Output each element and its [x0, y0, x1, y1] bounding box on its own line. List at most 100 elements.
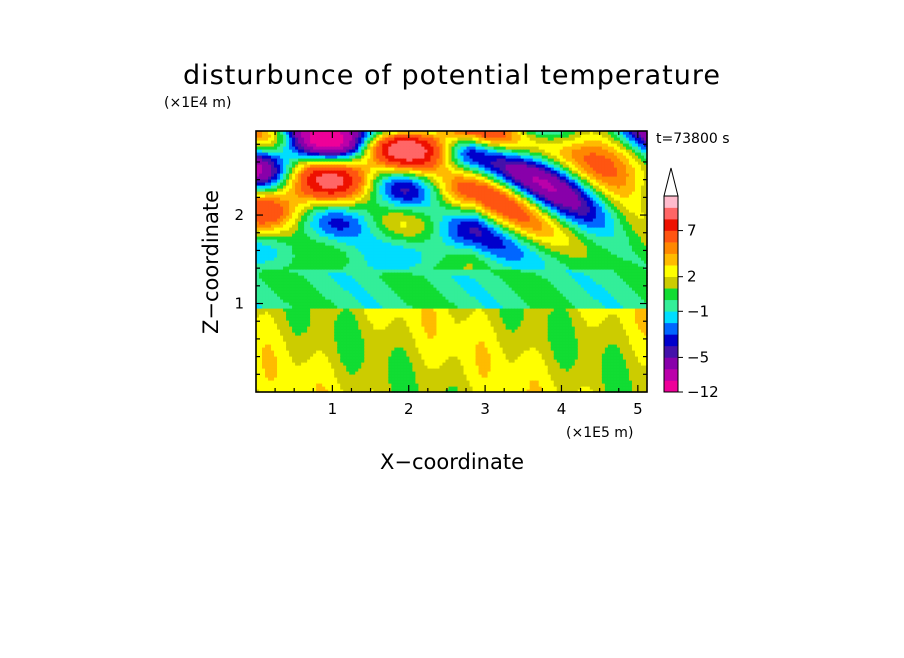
- field-cell: [403, 131, 407, 135]
- field-cell: [421, 356, 426, 360]
- field-cell: [376, 251, 380, 255]
- field-cell: [397, 131, 401, 135]
- field-cell: [265, 173, 269, 177]
- field-cell: [325, 173, 329, 177]
- field-cell: [400, 173, 404, 177]
- field-cell: [403, 227, 407, 231]
- field-cell: [376, 314, 380, 318]
- field-cell: [421, 194, 426, 198]
- field-cell: [385, 374, 389, 378]
- field-cell: [310, 236, 314, 240]
- field-cell: [346, 182, 350, 186]
- field-cell: [418, 362, 423, 366]
- field-cell: [268, 146, 272, 150]
- field-cell: [331, 377, 335, 381]
- field-cell: [316, 185, 320, 189]
- field-cell: [301, 317, 305, 321]
- field-cell: [346, 176, 350, 180]
- field-cell: [262, 365, 266, 369]
- field-cell: [409, 338, 413, 342]
- field-cell: [388, 350, 392, 354]
- field-cell: [412, 389, 417, 393]
- field-cell: [295, 269, 299, 273]
- field-cell: [361, 155, 365, 159]
- field-cell: [256, 299, 260, 303]
- field-cell: [352, 161, 356, 165]
- field-cell: [319, 173, 323, 177]
- field-cell: [337, 275, 341, 279]
- field-cell: [415, 344, 420, 348]
- field-cell: [256, 131, 260, 135]
- field-cell: [412, 284, 417, 288]
- field-cell: [274, 230, 278, 234]
- field-cell: [298, 203, 302, 207]
- field-cell: [304, 350, 308, 354]
- field-cell: [391, 227, 395, 231]
- field-cell: [376, 155, 380, 159]
- field-cell: [391, 362, 395, 366]
- field-cell: [373, 350, 377, 354]
- field-cell: [346, 260, 350, 264]
- field-cell: [298, 221, 302, 225]
- field-cell: [391, 149, 395, 153]
- field-cell: [340, 158, 344, 162]
- field-cell: [379, 374, 383, 378]
- field-cell: [274, 137, 278, 141]
- field-cell: [334, 383, 338, 387]
- field-cell: [322, 203, 326, 207]
- field-cell: [259, 335, 263, 339]
- field-cell: [319, 257, 323, 261]
- field-cell: [394, 284, 398, 288]
- field-cell: [304, 374, 308, 378]
- field-cell: [304, 368, 308, 372]
- field-cell: [271, 164, 275, 168]
- field-cell: [400, 143, 404, 147]
- field-cell: [424, 260, 429, 264]
- field-cell: [319, 203, 323, 207]
- field-cell: [298, 317, 302, 321]
- field-cell: [352, 299, 356, 303]
- field-cell: [316, 299, 320, 303]
- field-cell: [271, 203, 275, 207]
- field-cell: [292, 251, 296, 255]
- field-cell: [325, 251, 329, 255]
- field-cell: [298, 371, 302, 375]
- field-cell: [394, 254, 398, 258]
- field-cell: [268, 167, 272, 171]
- field-cell: [265, 344, 269, 348]
- field-cell: [259, 320, 263, 324]
- field-cell: [301, 359, 305, 363]
- field-cell: [415, 224, 420, 228]
- field-cell: [280, 191, 284, 195]
- field-cell: [403, 290, 407, 294]
- field-cell: [409, 131, 413, 135]
- field-cell: [397, 176, 401, 180]
- field-cell: [256, 263, 260, 267]
- field-cell: [370, 137, 374, 141]
- field-cell: [310, 389, 314, 393]
- field-cell: [397, 215, 401, 219]
- field-cell: [319, 188, 323, 192]
- field-cell: [274, 134, 278, 138]
- field-cell: [319, 302, 323, 306]
- field-cell: [391, 266, 395, 270]
- field-cell: [391, 218, 395, 222]
- field-cell: [262, 257, 266, 261]
- field-cell: [298, 347, 302, 351]
- field-cell: [415, 290, 420, 294]
- field-cell: [346, 353, 350, 357]
- field-cell: [277, 314, 281, 318]
- field-cell: [280, 176, 284, 180]
- field-cell: [376, 326, 380, 330]
- field-cell: [319, 341, 323, 345]
- field-cell: [355, 362, 359, 366]
- field-cell: [262, 209, 266, 213]
- field-cell: [286, 164, 290, 168]
- field-cell: [385, 152, 389, 156]
- field-cell: [382, 332, 386, 336]
- field-cell: [310, 179, 314, 183]
- field-cell: [334, 170, 338, 174]
- field-cell: [358, 161, 362, 165]
- field-cell: [358, 332, 362, 336]
- field-cell: [340, 143, 344, 147]
